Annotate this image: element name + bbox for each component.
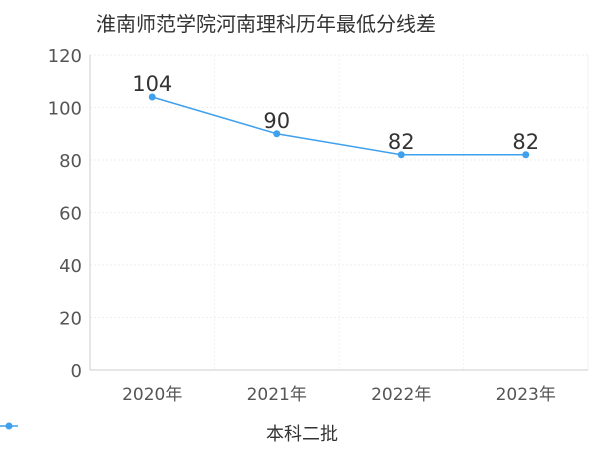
y-tick-label: 20 [59, 309, 82, 330]
line-chart: 0 20 40 60 80 100 120 2020年 2021年 2022年 2023年 104 90… [48, 46, 589, 405]
legend-label: 本科二批 [266, 424, 338, 445]
data-label: 82 [388, 130, 415, 154]
y-tick-label: 60 [59, 204, 82, 225]
x-tick-label: 2020年 [122, 385, 182, 405]
y-tick-label: 0 [71, 361, 82, 382]
y-tick-label: 40 [59, 256, 82, 277]
data-point [522, 151, 530, 159]
y-tick-label: 100 [48, 99, 82, 120]
x-tick-label: 2021年 [247, 385, 307, 405]
x-tick-label: 2022年 [371, 385, 431, 405]
series-line [152, 96, 526, 156]
x-tick-label: 2023年 [496, 385, 556, 405]
y-tick-label: 120 [48, 46, 82, 67]
data-label: 90 [263, 109, 290, 133]
y-tick-label: 80 [59, 151, 82, 172]
data-point [273, 130, 281, 138]
data-point [397, 151, 405, 159]
data-point [148, 93, 156, 101]
chart-title: 淮南师范学院河南理科历年最低分线差 [96, 12, 436, 36]
data-label: 82 [512, 130, 539, 154]
legend[interactable]: 本科二批 [0, 420, 600, 446]
legend-marker [0, 422, 18, 430]
data-label: 104 [132, 72, 172, 96]
